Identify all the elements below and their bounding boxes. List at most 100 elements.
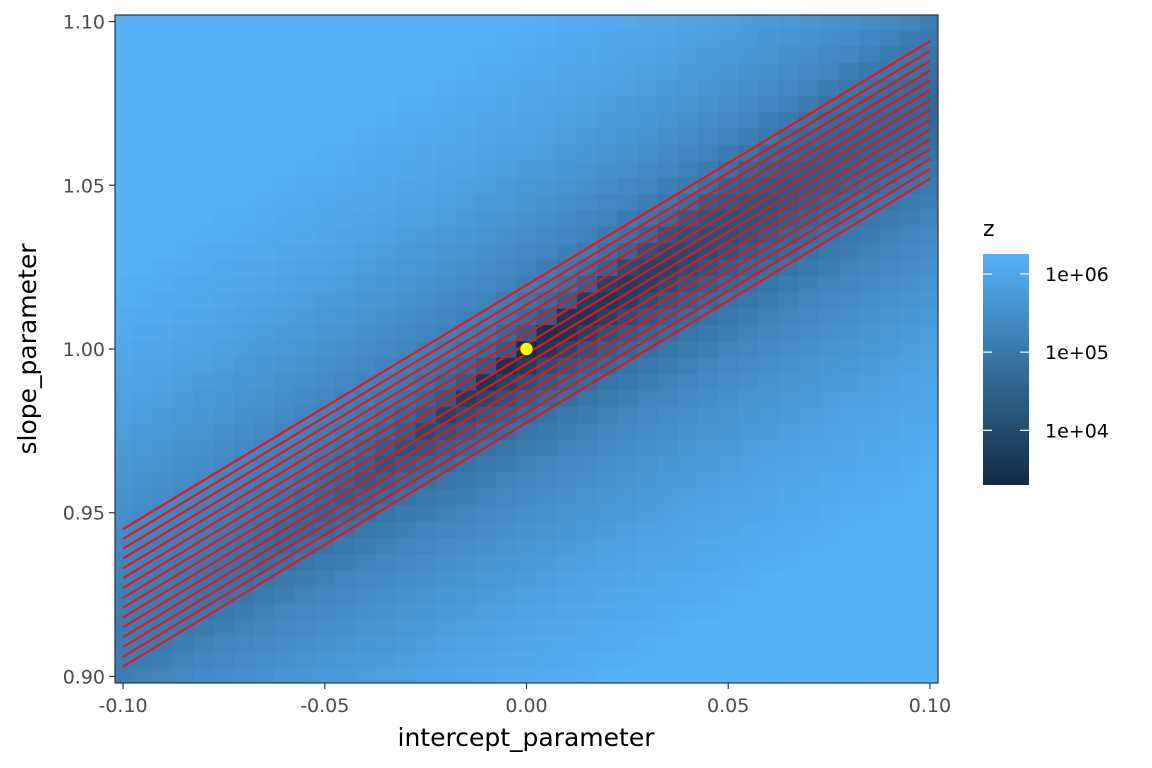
- heatmap-cell: [637, 570, 659, 587]
- heatmap-cell: [839, 537, 860, 555]
- heatmap-cell: [536, 439, 558, 457]
- heatmap-cell: [274, 357, 296, 375]
- heatmap-cell: [415, 177, 437, 195]
- heatmap-cell: [334, 537, 356, 555]
- heatmap-cell: [213, 389, 235, 407]
- heatmap-cell: [899, 651, 921, 669]
- heatmap-cell: [899, 406, 921, 424]
- heatmap-cell: [738, 275, 760, 293]
- heatmap-cell: [476, 537, 497, 555]
- heatmap-cell: [173, 62, 195, 80]
- heatmap-cell: [778, 570, 800, 587]
- series-line: [122, 158, 931, 648]
- heatmap-cell: [697, 29, 719, 47]
- series-line: [122, 59, 931, 550]
- heatmap-cell: [758, 553, 780, 571]
- heatmap-cell: [375, 537, 396, 555]
- heatmap-cell: [859, 209, 881, 227]
- heatmap-cell: [334, 209, 356, 227]
- heatmap-cell: [919, 357, 938, 375]
- heatmap-cell: [899, 324, 921, 342]
- heatmap-cell: [234, 209, 255, 227]
- heatmap-cell: [254, 619, 275, 637]
- heatmap-cell: [677, 455, 699, 473]
- heatmap-cell: [415, 324, 437, 342]
- heatmap-cell: [657, 619, 679, 637]
- heatmap-cell: [334, 258, 356, 276]
- heatmap-cell: [476, 209, 497, 227]
- heatmap-cell: [375, 619, 396, 637]
- heatmap-cell: [355, 635, 376, 653]
- heatmap-cell: [213, 455, 235, 473]
- heatmap-cell: [435, 193, 457, 211]
- heatmap-cell: [355, 520, 376, 538]
- legend-label: 1e+06: [1045, 264, 1109, 286]
- heatmap-cell: [677, 553, 699, 571]
- heatmap-cell: [516, 389, 538, 407]
- heatmap-cell: [516, 586, 538, 604]
- heatmap-cell: [334, 226, 356, 244]
- heatmap-cell: [919, 520, 938, 538]
- heatmap-cell: [677, 570, 699, 587]
- heatmap-cell: [496, 144, 518, 162]
- heatmap-cell: [637, 504, 659, 522]
- heatmap-cell: [919, 619, 938, 637]
- heatmap-cell: [738, 291, 760, 309]
- x-tick-label: -0.05: [300, 695, 349, 717]
- heatmap-cell: [738, 340, 760, 358]
- heatmap-cell: [314, 586, 336, 604]
- series-line: [122, 50, 931, 540]
- heatmap-cell: [657, 324, 679, 342]
- heatmap-cell: [435, 291, 457, 309]
- heatmap-cell: [476, 193, 497, 211]
- heatmap-cell: [818, 586, 840, 604]
- heatmap-cell: [778, 439, 800, 457]
- heatmap-cell: [839, 586, 860, 604]
- heatmap-cell: [576, 144, 598, 162]
- heatmap-cell: [355, 95, 376, 113]
- heatmap-cell: [657, 651, 679, 669]
- heatmap-cell: [234, 520, 255, 538]
- heatmap-cell: [859, 455, 881, 473]
- heatmap-cell: [496, 602, 518, 620]
- heatmap-cell: [153, 340, 175, 358]
- x-tick-label: -0.10: [98, 695, 147, 717]
- heatmap-cell: [697, 422, 719, 440]
- heatmap-cell: [375, 29, 396, 47]
- heatmap-cell: [738, 127, 760, 145]
- heatmap-cell: [536, 29, 558, 47]
- heatmap-cell: [415, 291, 437, 309]
- heatmap-cell: [697, 619, 719, 637]
- heatmap-cell: [839, 619, 860, 637]
- heatmap-cell: [435, 15, 457, 31]
- heatmap-cell: [536, 258, 558, 276]
- heatmap-cell: [718, 46, 739, 64]
- heatmap-cell: [818, 619, 840, 637]
- heatmap-cell: [496, 537, 518, 555]
- heatmap-cell: [536, 570, 558, 587]
- heatmap-cell: [798, 308, 820, 326]
- heatmap-cell: [718, 29, 739, 47]
- heatmap-cell: [597, 111, 618, 129]
- heatmap-cell: [738, 586, 760, 604]
- heatmap-cell: [899, 209, 921, 227]
- heatmap-cell: [919, 226, 938, 244]
- heatmap-cell: [274, 324, 296, 342]
- heatmap-cell: [758, 46, 780, 64]
- heatmap-cell: [274, 275, 296, 293]
- heatmap-cell: [536, 520, 558, 538]
- heatmap-cell: [576, 537, 598, 555]
- heatmap-cell: [115, 177, 134, 195]
- heatmap-cell: [133, 62, 154, 80]
- heatmap-cell: [133, 160, 154, 178]
- heatmap-cell: [597, 504, 618, 522]
- heatmap-cell: [435, 177, 457, 195]
- heatmap-cell: [254, 651, 275, 669]
- heatmap-cell: [798, 619, 820, 637]
- heatmap-cell: [738, 308, 760, 326]
- heatmap-cell: [839, 455, 860, 473]
- heatmap-cell: [879, 586, 901, 604]
- heatmap-cell: [657, 520, 679, 538]
- heatmap-cell: [576, 651, 598, 669]
- heatmap-cell: [234, 357, 255, 375]
